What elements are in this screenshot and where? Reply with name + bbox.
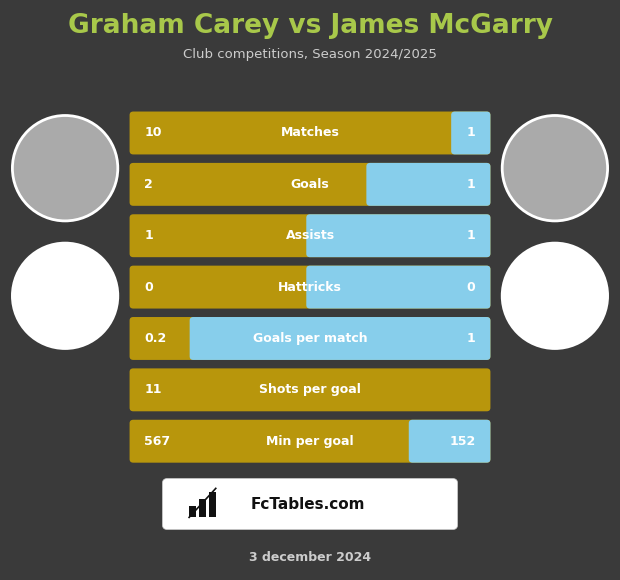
Text: 1: 1 bbox=[467, 178, 476, 191]
FancyBboxPatch shape bbox=[130, 420, 490, 463]
Text: Hattricks: Hattricks bbox=[278, 281, 342, 293]
Ellipse shape bbox=[502, 115, 608, 221]
Text: Matches: Matches bbox=[281, 126, 339, 139]
Text: 0: 0 bbox=[467, 281, 476, 293]
Text: 152: 152 bbox=[450, 435, 476, 448]
Text: 1: 1 bbox=[467, 126, 476, 139]
Text: 1: 1 bbox=[144, 229, 153, 242]
FancyBboxPatch shape bbox=[190, 317, 490, 360]
FancyBboxPatch shape bbox=[306, 214, 490, 257]
FancyBboxPatch shape bbox=[130, 317, 490, 360]
Ellipse shape bbox=[12, 243, 118, 349]
Text: 10: 10 bbox=[144, 126, 162, 139]
FancyBboxPatch shape bbox=[130, 111, 490, 154]
FancyBboxPatch shape bbox=[366, 163, 490, 206]
Text: 0: 0 bbox=[144, 281, 153, 293]
FancyBboxPatch shape bbox=[306, 266, 490, 309]
FancyBboxPatch shape bbox=[409, 420, 490, 463]
Text: 11: 11 bbox=[144, 383, 162, 396]
Bar bbox=[189, 506, 196, 517]
Bar bbox=[209, 492, 216, 517]
Text: 0.2: 0.2 bbox=[144, 332, 167, 345]
Text: 3 december 2024: 3 december 2024 bbox=[249, 552, 371, 564]
Text: Assists: Assists bbox=[285, 229, 335, 242]
Bar bbox=[199, 499, 206, 517]
FancyBboxPatch shape bbox=[130, 163, 490, 206]
FancyBboxPatch shape bbox=[130, 266, 490, 309]
Text: Graham Carey vs James McGarry: Graham Carey vs James McGarry bbox=[68, 13, 552, 39]
FancyBboxPatch shape bbox=[130, 368, 490, 411]
Text: FcTables.com: FcTables.com bbox=[251, 496, 366, 512]
FancyBboxPatch shape bbox=[451, 111, 490, 154]
Text: Goals per match: Goals per match bbox=[253, 332, 367, 345]
Text: Min per goal: Min per goal bbox=[266, 435, 354, 448]
FancyBboxPatch shape bbox=[162, 478, 458, 530]
FancyBboxPatch shape bbox=[130, 214, 490, 257]
Ellipse shape bbox=[502, 243, 608, 349]
Text: 567: 567 bbox=[144, 435, 170, 448]
Text: Club competitions, Season 2024/2025: Club competitions, Season 2024/2025 bbox=[183, 48, 437, 61]
Text: 2: 2 bbox=[144, 178, 153, 191]
Ellipse shape bbox=[12, 115, 118, 221]
Text: 1: 1 bbox=[467, 332, 476, 345]
Text: 1: 1 bbox=[467, 229, 476, 242]
Text: Goals: Goals bbox=[291, 178, 329, 191]
Text: Shots per goal: Shots per goal bbox=[259, 383, 361, 396]
